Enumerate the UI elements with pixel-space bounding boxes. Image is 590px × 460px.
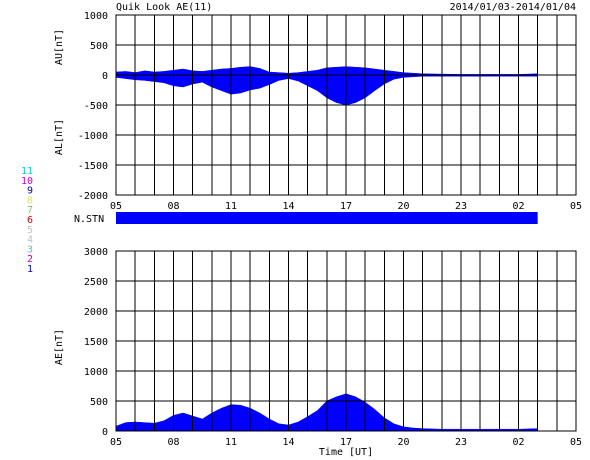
y-tick-label: 1000 [84,367,108,378]
y-tick-label: 2000 [84,307,108,318]
x-tick-label: 20 [397,437,409,448]
plot-frame [115,250,577,432]
time-axis-label: Time [UT] [319,447,373,458]
y-tick-label: 500 [90,397,108,408]
station-legend-item: 7 [27,205,33,216]
y-tick-label: -500 [84,101,108,112]
x-tick-label: 17 [340,437,352,448]
station-legend-item: 11 [21,166,33,177]
y-tick-label: 500 [90,41,108,52]
nstn-panel [116,212,538,224]
x-tick-label: 08 [167,437,179,448]
station-legend-item: 9 [27,186,33,197]
y-tick-label: 3000 [84,247,108,258]
y-tick-label: 1500 [84,337,108,348]
x-tick-label: 17 [340,201,352,212]
station-legend-item: 3 [27,244,33,255]
nstn-label: N.STN [74,214,104,225]
x-tick-label: 20 [397,201,409,212]
nstn-band [116,212,538,224]
al-axis-label: AL[nT] [54,119,65,155]
y-tick-label: -2000 [78,191,108,202]
chart-title: Quik Look AE(11) [116,2,212,13]
x-tick-label: 14 [282,437,294,448]
y-tick-label: 2500 [84,277,108,288]
x-tick-label: 08 [167,201,179,212]
station-legend-item: 8 [27,195,33,206]
plot-frame [115,14,577,196]
station-legend-item: 10 [21,176,33,187]
x-tick-label: 02 [512,437,524,448]
x-tick-label: 05 [110,437,122,448]
y-tick-label: -1500 [78,161,108,172]
x-tick-label: 02 [512,201,524,212]
station-legend-item: 5 [27,225,33,236]
x-tick-label: 14 [282,201,294,212]
ae-axis-label: AE[nT] [54,329,65,365]
x-tick-label: 11 [225,201,237,212]
station-legend-item: 2 [27,254,33,265]
station-legend-item: 6 [27,215,33,226]
x-tick-label: 05 [570,437,582,448]
station-legend-item: 1 [27,264,33,275]
x-tick-label: 23 [455,201,467,212]
x-tick-label: 05 [110,201,122,212]
y-tick-label: -1000 [78,131,108,142]
y-tick-label: 1000 [84,11,108,22]
y-tick-label: 0 [102,71,108,82]
x-tick-label: 05 [570,201,582,212]
x-tick-label: 23 [455,437,467,448]
station-legend-item: 4 [27,235,33,246]
x-tick-label: 11 [225,437,237,448]
au-axis-label: AU[nT] [54,29,65,65]
date-range: 2014/01/03-2014/01/04 [450,2,576,13]
y-tick-label: 0 [102,427,108,438]
